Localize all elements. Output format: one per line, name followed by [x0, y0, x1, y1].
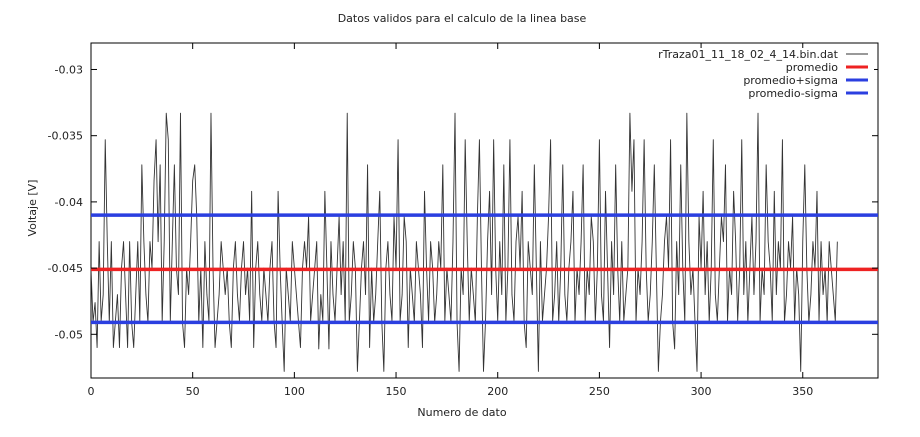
plot-frame — [90, 42, 879, 379]
y-tick-label: -0.05 — [55, 328, 83, 341]
series-line-signal — [90, 112, 838, 372]
legend-entry-bg — [654, 48, 874, 60]
x-tick-label: 50 — [186, 385, 200, 398]
y-tick-label: -0.035 — [48, 130, 83, 143]
x-tick-label: 0 — [88, 385, 95, 398]
x-tick-label: 300 — [691, 385, 712, 398]
y-tick-label: -0.045 — [48, 262, 83, 275]
legend-label: promedio-sigma — [748, 87, 838, 100]
plot-area — [90, 42, 879, 379]
legend-entry-bg — [739, 74, 874, 86]
x-tick-label: 200 — [487, 385, 508, 398]
legend-label: rTraza01_11_18_02_4_14.bin.dat — [658, 48, 839, 61]
axis-ticks: 0 50 100 150 200 250 300 350 -0.05 -0.045 -0.04 -0.… — [48, 43, 878, 398]
legend: rTraza01_11_18_02_4_14.bin.datpromediopr… — [654, 48, 874, 100]
x-tick-label: 250 — [589, 385, 610, 398]
x-axis-label: Numero de dato — [417, 406, 506, 419]
x-tick-label: 150 — [386, 385, 407, 398]
x-tick-label: 350 — [792, 385, 813, 398]
y-tick-label: -0.04 — [55, 196, 83, 209]
y-tick-label: -0.03 — [55, 63, 83, 76]
legend-entry-bg — [781, 61, 874, 73]
legend-label: promedio — [786, 61, 839, 74]
legend-entry-bg — [744, 87, 874, 99]
x-tick-label: 100 — [284, 385, 305, 398]
chart-title: Datos validos para el calculo de la line… — [338, 12, 587, 25]
y-axis-label: Voltaje [V] — [26, 180, 39, 237]
legend-label: promedio+sigma — [743, 74, 838, 87]
